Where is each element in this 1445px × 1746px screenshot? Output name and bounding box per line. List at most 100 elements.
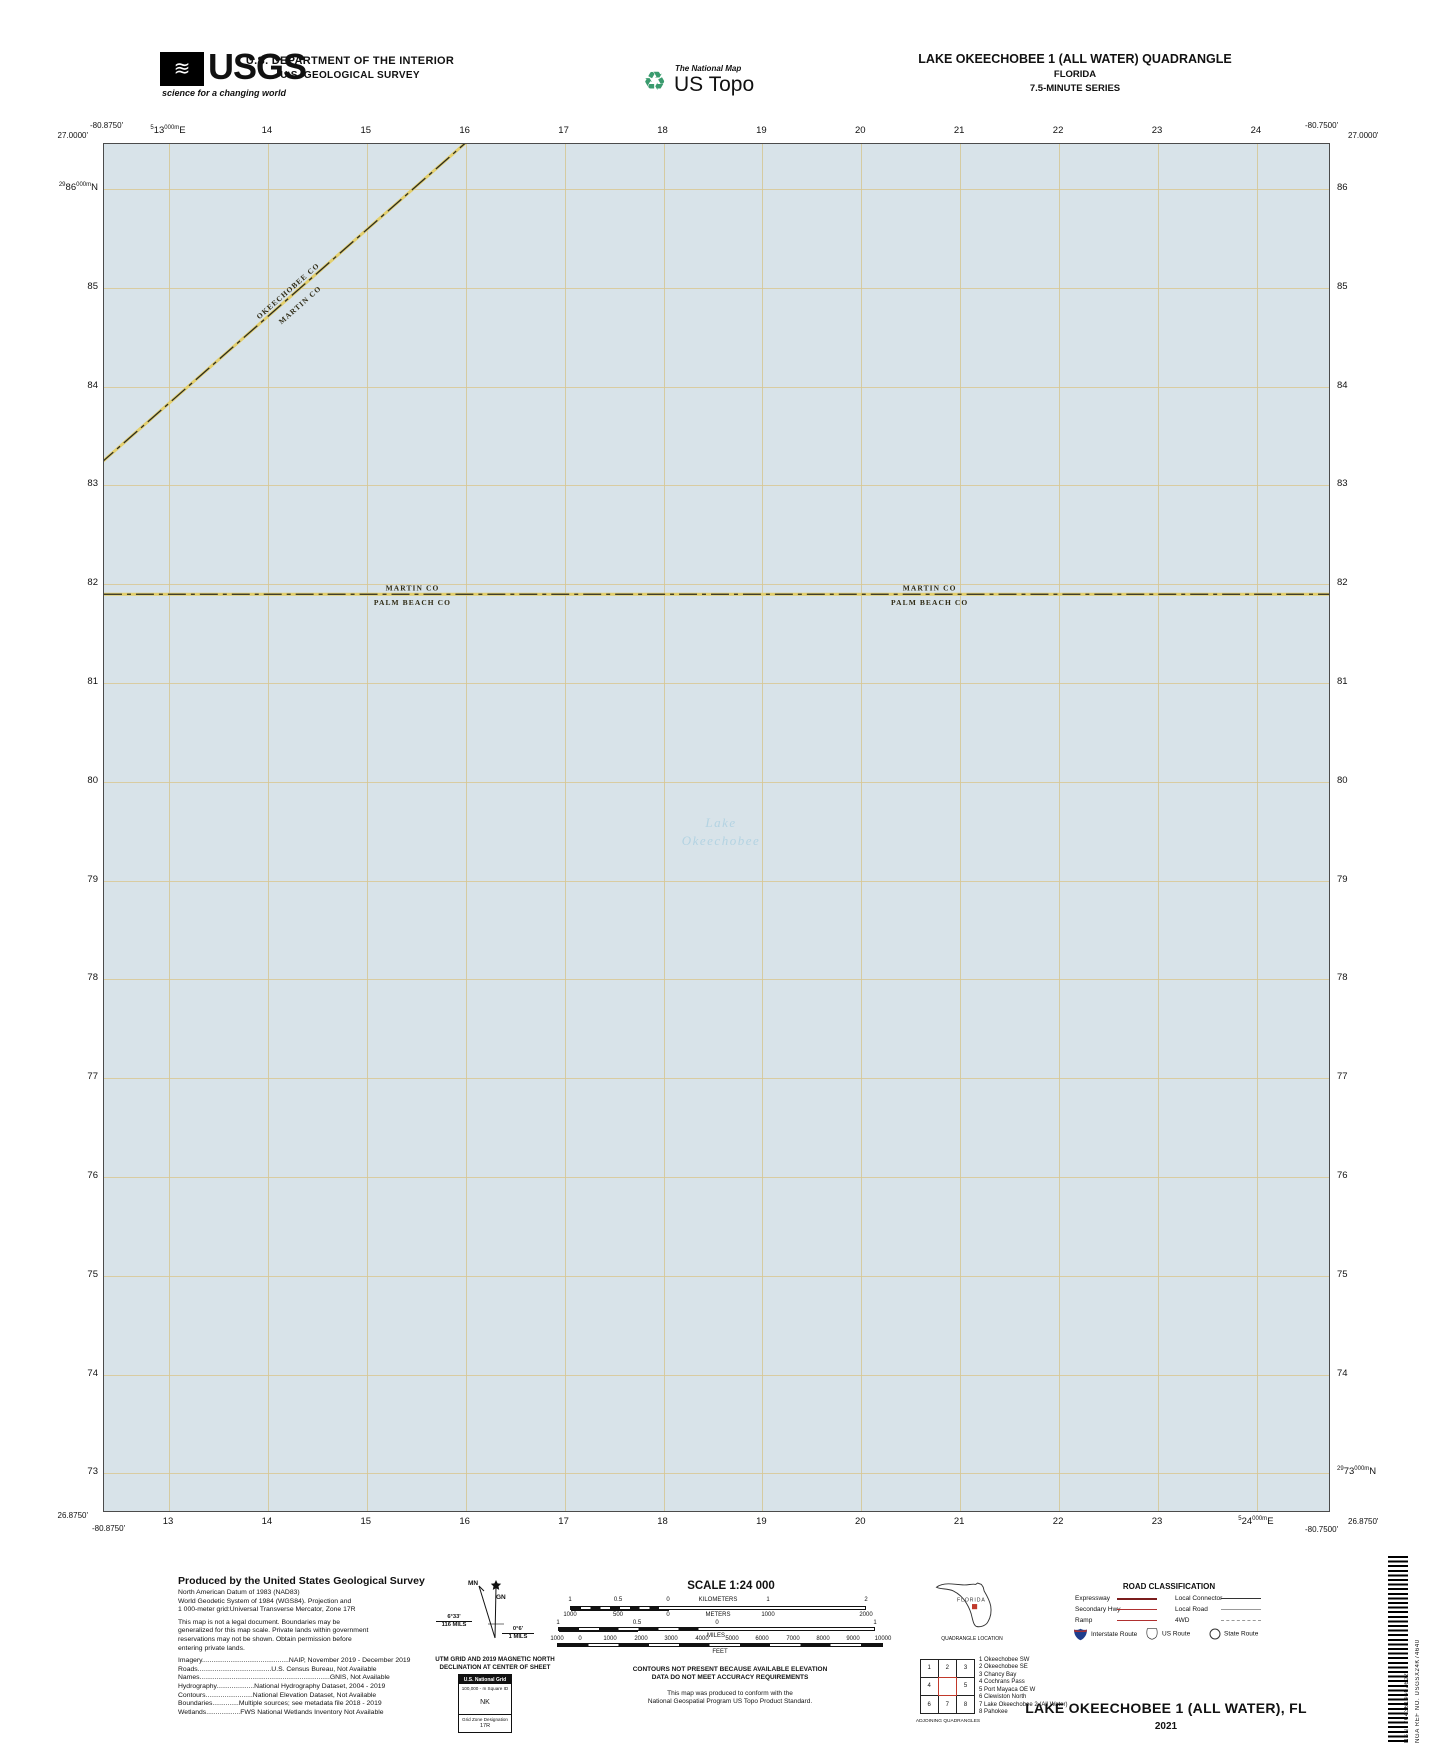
usgs-logo: ≋ USGS science for a changing world <box>160 46 345 102</box>
us-route-shield-icon: US Route <box>1145 1628 1190 1640</box>
credit-line: Boundaries..............Multiple sources… <box>178 1700 382 1708</box>
nsn-vertical-text: NSN. 7643614607602 <box>1404 1672 1410 1743</box>
utm-grid-line-horizontal <box>104 1177 1329 1178</box>
adjoining-quad-name: 3 Chancy Bay <box>979 1671 1017 1678</box>
utm-grid-line-horizontal <box>104 979 1329 981</box>
road-class-line-secondary <box>1117 1609 1157 1610</box>
adjoining-cell: 6 <box>919 1695 939 1715</box>
miles-caption: MILES <box>706 1633 726 1639</box>
northing-label-left: 73 <box>87 1466 98 1478</box>
northing-label-left: 81 <box>87 676 98 687</box>
northing-label-right: 84 <box>1337 379 1348 391</box>
utm-grid-line-vertical <box>960 144 962 1511</box>
grid-north-label: GN <box>496 1594 506 1601</box>
corner-lat-bottom-right: 26.8750' <box>1348 1517 1379 1526</box>
mile-tick-label: 1 <box>873 1620 877 1626</box>
lake-label-line1: Lake <box>705 815 737 830</box>
utm-grid-line-vertical <box>465 144 467 1511</box>
usgs-tagline: science for a changing world <box>162 88 287 98</box>
utm-grid-line-horizontal <box>104 287 1329 289</box>
meter-tick-label: 500 <box>612 1612 624 1618</box>
meter-tick-label: 1000 <box>563 1612 577 1618</box>
utm-grid-line-vertical <box>1059 144 1061 1511</box>
utm-grid-line-horizontal <box>104 880 1329 882</box>
scale-block: SCALE 1:24 000 1 0.5 0 KILOMETERS 1 2 1000 500… <box>550 1580 907 1660</box>
km-tick-label: 0 <box>666 1597 670 1603</box>
adjoining-caption: ADJOINING QUADRANGLES <box>915 1719 981 1724</box>
feet-tick-label: 3000 <box>664 1636 678 1642</box>
department-heading: U.S. DEPARTMENT OF THE INTERIOR U.S. GEO… <box>240 55 460 81</box>
legal-notes: This map is not a legal document. Bounda… <box>178 1619 428 1653</box>
adjoining-cell: 1 <box>919 1658 939 1678</box>
usng-title: U.S. National Grid <box>459 1675 511 1684</box>
ustopo-logo: ♻ The National Map US Topo <box>643 62 783 102</box>
credit-line: reservations may not be shown. Obtain pe… <box>178 1635 352 1643</box>
utm-grid-line-vertical <box>861 144 863 1511</box>
adjoining-quad-name: 5 Port Mayaca OE W <box>979 1686 1036 1693</box>
northing-label-left: 80 <box>87 774 98 786</box>
us-national-grid-box: U.S. National Grid 100,000 - m Square ID… <box>458 1674 512 1733</box>
road-class-line-fourwd <box>1221 1620 1261 1621</box>
interstate-route-shield-icon: Interstate Route <box>1073 1628 1137 1641</box>
feet-tick-label: 7000 <box>786 1636 800 1642</box>
contour-note-2: DATA DO NOT MEET ACCURACY REQUIREMENTS <box>651 1674 809 1681</box>
state-route-shield-icon: State Route <box>1209 1628 1258 1640</box>
road-class-label: 4WD <box>1175 1617 1190 1624</box>
data-sources: Imagery.................................… <box>178 1657 428 1717</box>
county-label-martin-diagonal: MARTIN CO <box>277 284 323 326</box>
map-sheet-name: LAKE OKEECHOBEE 1 (ALL WATER), FL <box>1025 1700 1307 1716</box>
utm-grid-line-horizontal <box>104 683 1329 684</box>
corner-lon-top-right: -80.7500' <box>1305 121 1339 130</box>
easting-label-top: 22 <box>1052 125 1064 136</box>
easting-label-top: 20 <box>855 125 866 136</box>
county-label-palmbeach-1: PALM BEACH CO <box>374 598 451 607</box>
barcode <box>1388 1556 1408 1742</box>
utm-grid-line-vertical <box>1256 144 1258 1511</box>
adjoining-cell: 3 <box>956 1658 976 1678</box>
mn-mils: 116 MILS <box>441 1622 467 1628</box>
northing-label-right: 75 <box>1337 1268 1348 1280</box>
feet-tick-label: 6000 <box>755 1636 769 1642</box>
northing-label-right: 78 <box>1337 972 1348 984</box>
easting-label-bottom: 20 <box>855 1516 866 1527</box>
credit-line: This map is not a legal document. Bounda… <box>178 1618 341 1626</box>
national-map-label: The National Map <box>675 64 742 73</box>
road-class-line-connector <box>1221 1598 1261 1599</box>
mile-tick-label: 0.5 <box>632 1620 642 1626</box>
declination-caption-2: DECLINATION AT CENTER OF SHEET <box>439 1664 551 1671</box>
magnetic-north-label: MN <box>468 1580 479 1587</box>
gn-declination-value: 0°6' 1 MILS <box>502 1626 534 1640</box>
feet-scalebar <box>557 1643 883 1647</box>
easting-label-bottom: 16 <box>459 1516 470 1527</box>
utm-grid-line-horizontal <box>104 386 1329 388</box>
northing-label-left: 83 <box>87 478 98 490</box>
feet-tick-label: 4000 <box>695 1636 709 1642</box>
northing-label-right: 79 <box>1337 873 1348 885</box>
credit-line: Wetlands..................FWS National W… <box>178 1708 384 1716</box>
sheet-title: LAKE OKEECHOBEE 1 (ALL WATER) QUADRANGLE… <box>880 52 1270 94</box>
northing-label-left: 75 <box>87 1268 98 1280</box>
road-classification-title: ROAD CLASSIFICATION <box>1122 1582 1216 1591</box>
adjoining-cell: 4 <box>919 1676 939 1696</box>
utm-grid-line-horizontal <box>104 1078 1329 1080</box>
mile-tick-label: 1 <box>556 1620 560 1626</box>
usng-zone: 17R <box>479 1723 491 1729</box>
corner-lat-top-right: 27.0000' <box>1348 131 1379 140</box>
usng-square-id: NK <box>480 1699 490 1706</box>
northing-label-left: 76 <box>87 1170 98 1181</box>
utm-grid-line-horizontal <box>104 189 1329 190</box>
quadrangle-title: LAKE OKEECHOBEE 1 (ALL WATER) QUADRANGLE <box>918 52 1232 66</box>
easting-label-bottom: 22 <box>1052 1516 1064 1527</box>
road-class-line-expressway <box>1117 1598 1157 1600</box>
dept-line1: U.S. DEPARTMENT OF THE INTERIOR <box>245 55 455 67</box>
declination-caption-1: UTM GRID AND 2019 MAGNETIC NORTH <box>435 1656 555 1663</box>
utm-grid-line-vertical <box>366 144 368 1511</box>
easting-label-top: 21 <box>953 125 965 136</box>
easting-label-bottom: 18 <box>657 1516 668 1527</box>
northing-label-right: 2973000mN <box>1337 1466 1377 1478</box>
utm-grid-line-horizontal <box>104 781 1329 783</box>
adjoining-cell: 7 <box>937 1695 957 1715</box>
florida-outline: FLORIDA <box>935 1582 992 1628</box>
easting-label-bottom: 17 <box>558 1516 569 1527</box>
